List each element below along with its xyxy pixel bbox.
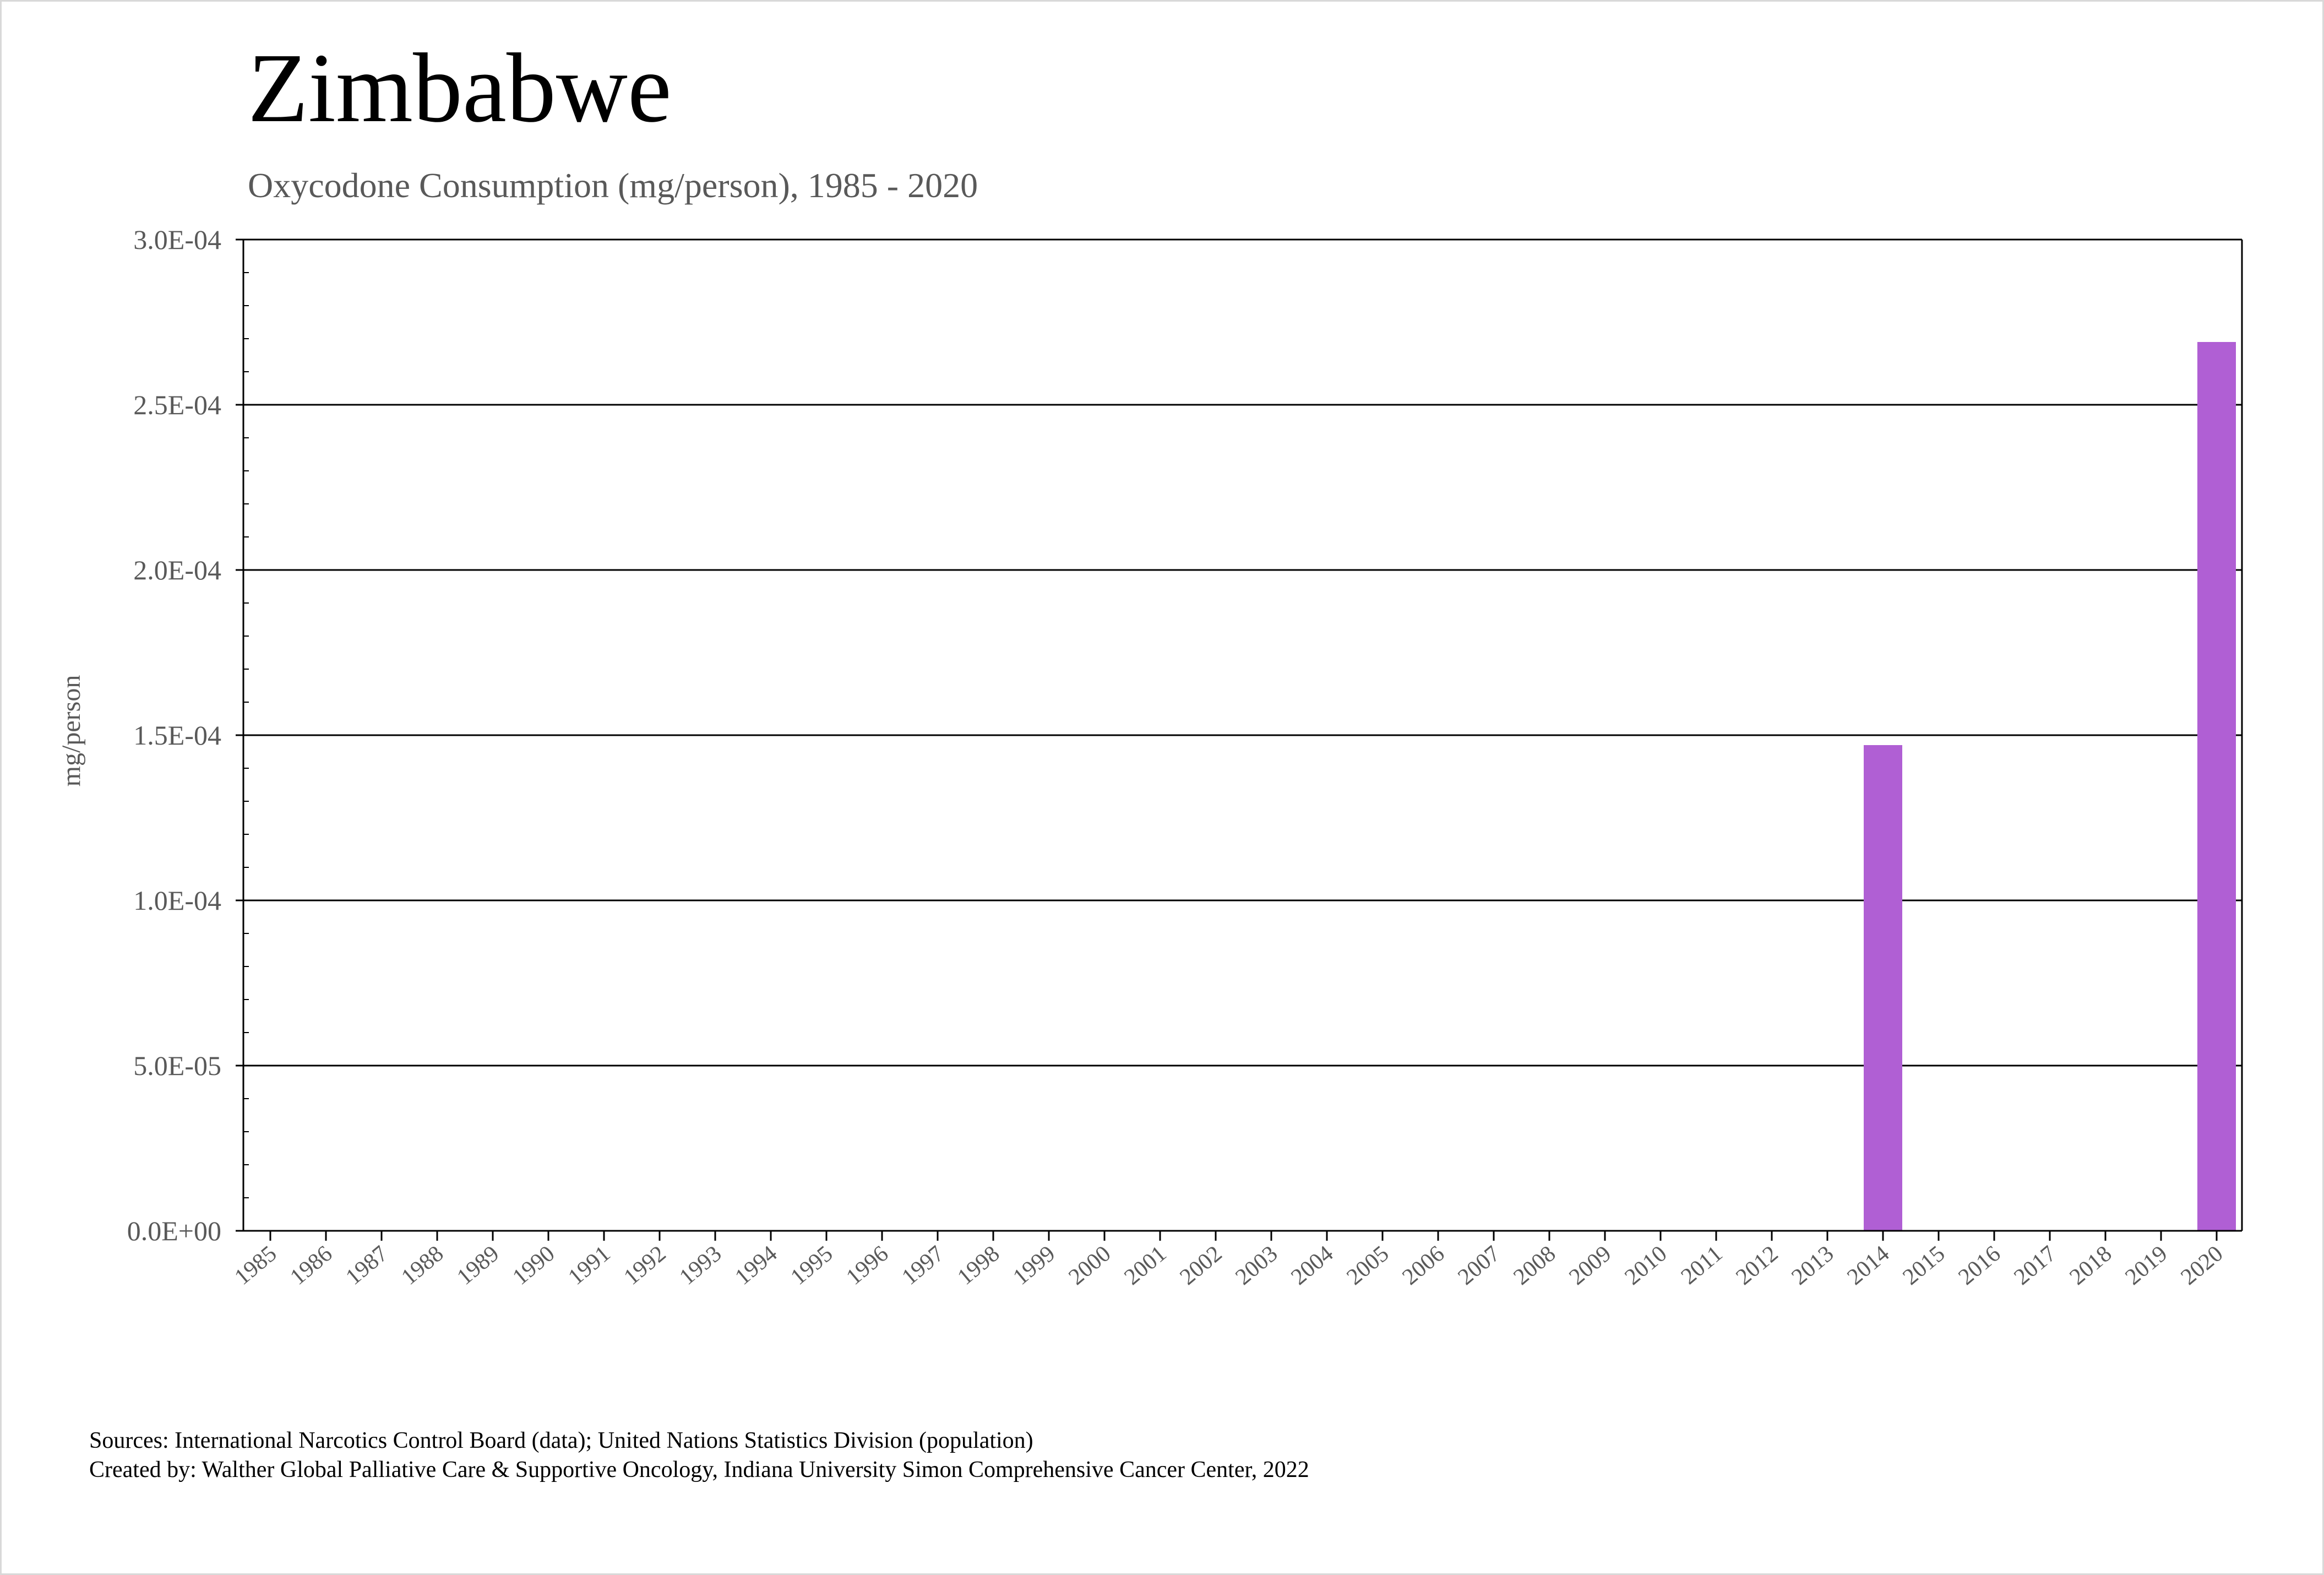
- bars: [1864, 342, 2236, 1231]
- bar: [1864, 745, 1902, 1231]
- y-tick-label: 3.0E-04: [133, 224, 221, 255]
- y-tick-label: 5.0E-05: [133, 1050, 221, 1081]
- x-tick-label: 1988: [397, 1241, 449, 1290]
- x-tick-label: 1997: [897, 1241, 949, 1290]
- x-tick-label: 2004: [1287, 1241, 1338, 1290]
- x-tick-label: 1987: [341, 1241, 393, 1290]
- x-tick-label: 2012: [1732, 1241, 1783, 1290]
- y-axis-label: mg/person: [57, 675, 86, 787]
- x-tick-label: 2017: [2010, 1241, 2061, 1290]
- y-tick-label: 1.0E-04: [133, 885, 221, 916]
- x-tick-label: 1986: [286, 1241, 338, 1290]
- footer: Sources: International Narcotics Control…: [89, 1426, 1309, 1484]
- x-tick-label: 1985: [230, 1241, 282, 1290]
- x-tick-label: 2011: [1677, 1241, 1728, 1289]
- footer-sources: Sources: International Narcotics Control…: [89, 1428, 1033, 1453]
- x-tick-label: 2010: [1620, 1241, 1672, 1290]
- axes: [236, 238, 2243, 1241]
- x-tick-labels: 1985 1986 1987 1988 1989 1990 1991 1992 1993 1994…: [230, 1241, 2228, 1290]
- x-tick-label: 2018: [2065, 1241, 2117, 1290]
- x-tick-label: 2008: [1509, 1241, 1561, 1290]
- x-tick-label: 1995: [786, 1241, 838, 1290]
- x-tick-label: 1992: [619, 1241, 671, 1290]
- x-tick-label: 1994: [731, 1241, 782, 1290]
- y-tick-label: 0.0E+00: [127, 1215, 221, 1246]
- bar: [2197, 342, 2236, 1231]
- x-tick-label: 2014: [1843, 1241, 1895, 1290]
- x-tick-label: 1990: [508, 1241, 560, 1290]
- x-tick-label: 2015: [1898, 1241, 1950, 1290]
- x-tick-label: 1999: [1009, 1241, 1060, 1290]
- x-tick-label: 2000: [1064, 1241, 1116, 1290]
- x-tick-label: 1993: [675, 1241, 727, 1290]
- x-tick-label: 2003: [1231, 1241, 1283, 1290]
- x-tick-label: 2019: [2121, 1241, 2173, 1290]
- x-tick-label: 2013: [1787, 1241, 1839, 1290]
- y-tick-label: 2.0E-04: [133, 555, 221, 585]
- x-tick-label: 2007: [1454, 1241, 1505, 1290]
- x-tick-label: 2016: [1954, 1241, 2006, 1290]
- x-tick-label: 1998: [953, 1241, 1005, 1290]
- x-tick-label: 2006: [1398, 1241, 1450, 1290]
- y-tick-labels: 0.0E+00 5.0E-05 1.0E-04 1.5E-04 2.0E-04 2.5E-…: [127, 224, 221, 1246]
- chart-title: Zimbabwe: [248, 33, 672, 143]
- y-tick-label: 2.5E-04: [133, 389, 221, 420]
- x-tick-label: 2002: [1175, 1241, 1227, 1290]
- x-tick-label: 2001: [1120, 1241, 1172, 1290]
- x-tick-label: 2020: [2176, 1241, 2228, 1290]
- x-tick-label: 2009: [1565, 1241, 1617, 1290]
- x-tick-label: 1989: [453, 1241, 504, 1290]
- x-tick-label: 1991: [564, 1241, 616, 1290]
- y-tick-label: 1.5E-04: [133, 720, 221, 751]
- footer-created-by: Created by: Walther Global Palliative Ca…: [89, 1457, 1309, 1482]
- x-tick-label: 2005: [1342, 1241, 1394, 1290]
- chart-subtitle: Oxycodone Consumption (mg/person), 1985 …: [248, 166, 978, 205]
- grid-lines: [243, 238, 2242, 1067]
- x-tick-label: 1996: [842, 1241, 894, 1290]
